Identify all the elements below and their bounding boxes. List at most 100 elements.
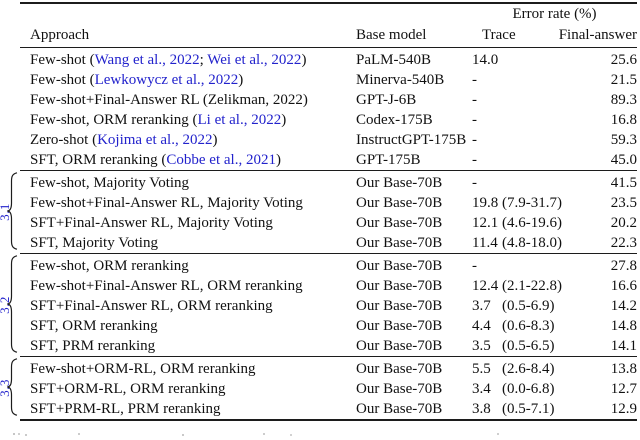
table-row: SFT+ORM-RL, ORM reranking Our Base-70B 3.4… bbox=[20, 379, 637, 399]
approach-cell: Zero-shot (Kojima et al., 2022) bbox=[30, 130, 217, 150]
approach-text: ; bbox=[199, 52, 208, 68]
table-row: Few-shot, ORM reranking Our Base-70B - 27.8 bbox=[20, 256, 637, 276]
final-answer-error-cell: 22.3 bbox=[610, 235, 637, 251]
approach-text: Few-shot+Final-Answer RL (Zelikman, 2022… bbox=[30, 92, 308, 108]
trace-confidence-interval: (0.6-8.3) bbox=[502, 318, 555, 334]
approach-text: ) bbox=[275, 152, 281, 168]
header-rule bbox=[20, 47, 637, 48]
citation-link[interactable]: Kojima et al., 2022 bbox=[97, 132, 213, 148]
final-answer-error-cell: 23.5 bbox=[610, 195, 637, 211]
approach-text: Zero-shot ( bbox=[30, 132, 98, 148]
table-row: SFT+Final-Answer RL, ORM reranking Our Ba… bbox=[20, 296, 637, 316]
citation-link[interactable]: Lewkowycz et al., 2022 bbox=[94, 72, 239, 88]
bottom-rule bbox=[20, 419, 637, 421]
base-model-cell: Our Base-70B bbox=[356, 235, 443, 251]
approach-cell: SFT, PRM reranking bbox=[30, 336, 155, 356]
trace-error-cell: 19.8 bbox=[472, 195, 499, 211]
citation-link[interactable]: Wang et al., 2022 bbox=[94, 52, 200, 68]
base-model-cell: Our Base-70B bbox=[356, 381, 443, 397]
final-answer-error-cell: 13.8 bbox=[610, 361, 637, 377]
section-3.3: 3.3 Few-shot+ORM-RL, ORM reranking Our Bas… bbox=[0, 356, 637, 419]
final-answer-error-cell: 89.3 bbox=[610, 92, 637, 108]
approach-cell: Few-shot (Wang et al., 2022; Wei et al.,… bbox=[30, 50, 306, 70]
approach-cell: SFT+PRM-RL, PRM reranking bbox=[30, 399, 221, 419]
trace-confidence-interval: (2.6-8.4) bbox=[502, 361, 555, 377]
final-answer-error-cell: 27.8 bbox=[610, 258, 637, 274]
approach-cell: Few-shot, ORM reranking bbox=[30, 256, 189, 276]
citation-link[interactable]: Li et al., 2022 bbox=[197, 112, 282, 128]
trace-error-cell: 12.4 bbox=[472, 278, 499, 294]
base-model-cell: Our Base-70B bbox=[356, 278, 443, 294]
final-answer-error-cell: 25.6 bbox=[610, 52, 637, 68]
approach-cell: Few-shot+Final-Answer RL, ORM reranking bbox=[30, 276, 303, 296]
approach-text: SFT, PRM reranking bbox=[30, 338, 156, 354]
approach-cell: SFT, ORM reranking bbox=[30, 316, 158, 336]
table-header: Error rate (%) Approach Base model Trace… bbox=[20, 4, 637, 47]
final-answer-error-cell: 21.5 bbox=[610, 72, 637, 88]
trace-error-cell: 5.5 bbox=[472, 361, 491, 377]
final-answer-error-cell: 20.2 bbox=[610, 215, 637, 231]
top-rule bbox=[20, 2, 637, 4]
approach-cell: SFT, Majority Voting bbox=[30, 233, 158, 253]
approach-text: ) bbox=[281, 112, 287, 128]
trace-confidence-interval: (0.5-7.1) bbox=[502, 401, 555, 417]
table-row: Few-shot+Final-Answer RL, ORM reranking O… bbox=[20, 276, 637, 296]
final-answer-error-cell: 16.8 bbox=[610, 112, 637, 128]
final-answer-error-cell: 41.5 bbox=[610, 175, 637, 191]
trace-confidence-interval: (2.1-22.8) bbox=[502, 278, 562, 294]
approach-text: SFT+ORM-RL, ORM reranking bbox=[30, 381, 226, 397]
approach-text: Few-shot, ORM reranking bbox=[30, 258, 189, 274]
approach-text: Few-shot+ORM-RL, ORM reranking bbox=[30, 361, 256, 377]
final-answer-error-cell: 45.0 bbox=[610, 152, 637, 168]
approach-text: SFT+PRM-RL, PRM reranking bbox=[30, 401, 221, 417]
base-model-cell: Minerva-540B bbox=[356, 72, 445, 88]
approach-text: Few-shot+Final-Answer RL, Majority Votin… bbox=[30, 195, 303, 211]
approach-text: ) bbox=[212, 132, 218, 148]
approach-text: ) bbox=[301, 52, 307, 68]
trace-error-cell: 4.4 bbox=[472, 318, 491, 334]
approach-text: SFT, Majority Voting bbox=[30, 235, 158, 251]
approach-cell: Few-shot+Final-Answer RL (Zelikman, 2022… bbox=[30, 90, 308, 110]
approach-cell: Few-shot (Lewkowycz et al., 2022) bbox=[30, 70, 243, 90]
approach-text: Few-shot, ORM reranking ( bbox=[30, 112, 198, 128]
citation-link[interactable]: Cobbe et al., 2021 bbox=[166, 152, 276, 168]
column-header-base-model: Base model bbox=[356, 27, 427, 43]
results-table: Error rate (%) Approach Base model Trace… bbox=[0, 0, 637, 421]
approach-text: Few-shot ( bbox=[30, 52, 95, 68]
trace-error-cell: - bbox=[472, 72, 477, 88]
approach-text: Few-shot+Final-Answer RL, ORM reranking bbox=[30, 278, 303, 294]
trace-confidence-interval: (0.5-6.5) bbox=[502, 338, 555, 354]
trace-error-cell: - bbox=[472, 112, 477, 128]
base-model-cell: Our Base-70B bbox=[356, 175, 443, 191]
trace-error-cell: - bbox=[472, 258, 477, 274]
final-answer-error-cell: 12.7 bbox=[610, 381, 637, 397]
section-3.2: 3.2 Few-shot, ORM reranking Our Base-70B -2… bbox=[0, 253, 637, 356]
base-model-cell: Our Base-70B bbox=[356, 401, 443, 417]
approach-cell: SFT+ORM-RL, ORM reranking bbox=[30, 379, 226, 399]
base-model-cell: Codex-175B bbox=[356, 112, 433, 128]
final-answer-error-cell: 14.1 bbox=[610, 338, 637, 354]
table-row: Few-shot, Majority Voting Our Base-70B - 41… bbox=[20, 173, 637, 193]
base-model-cell: Our Base-70B bbox=[356, 258, 443, 274]
trace-error-cell: 3.4 bbox=[472, 381, 491, 397]
approach-text: Few-shot ( bbox=[30, 72, 95, 88]
trace-error-cell: - bbox=[472, 175, 477, 191]
approach-text: ) bbox=[238, 72, 244, 88]
trace-confidence-interval: (7.9-31.7) bbox=[502, 195, 562, 211]
section-brace bbox=[7, 358, 18, 416]
citation-link[interactable]: Wei et al., 2022 bbox=[207, 52, 302, 68]
table-row: SFT, PRM reranking Our Base-70B 3.5 (0.5-6.… bbox=[20, 336, 637, 356]
table-row: Few-shot (Wang et al., 2022; Wei et al.,… bbox=[20, 50, 637, 70]
trace-confidence-interval: (0.5-6.9) bbox=[502, 298, 555, 314]
approach-text: SFT+Final-Answer RL, Majority Voting bbox=[30, 215, 273, 231]
section-3.1: 3.1 Few-shot, Majority Voting Our Base-70B… bbox=[0, 170, 637, 253]
approach-cell: SFT+Final-Answer RL, ORM reranking bbox=[30, 296, 273, 316]
trace-error-cell: - bbox=[472, 132, 477, 148]
column-header-approach: Approach bbox=[30, 27, 90, 43]
trace-error-cell: - bbox=[472, 92, 477, 108]
section-baselines: Few-shot (Wang et al., 2022; Wei et al.,… bbox=[20, 48, 637, 170]
table-row: SFT, ORM reranking (Cobbe et al., 2021) G… bbox=[20, 150, 637, 170]
final-answer-error-cell: 16.6 bbox=[610, 278, 637, 294]
table-body: Few-shot (Wang et al., 2022; Wei et al.,… bbox=[0, 48, 637, 419]
base-model-cell: Our Base-70B bbox=[356, 338, 443, 354]
